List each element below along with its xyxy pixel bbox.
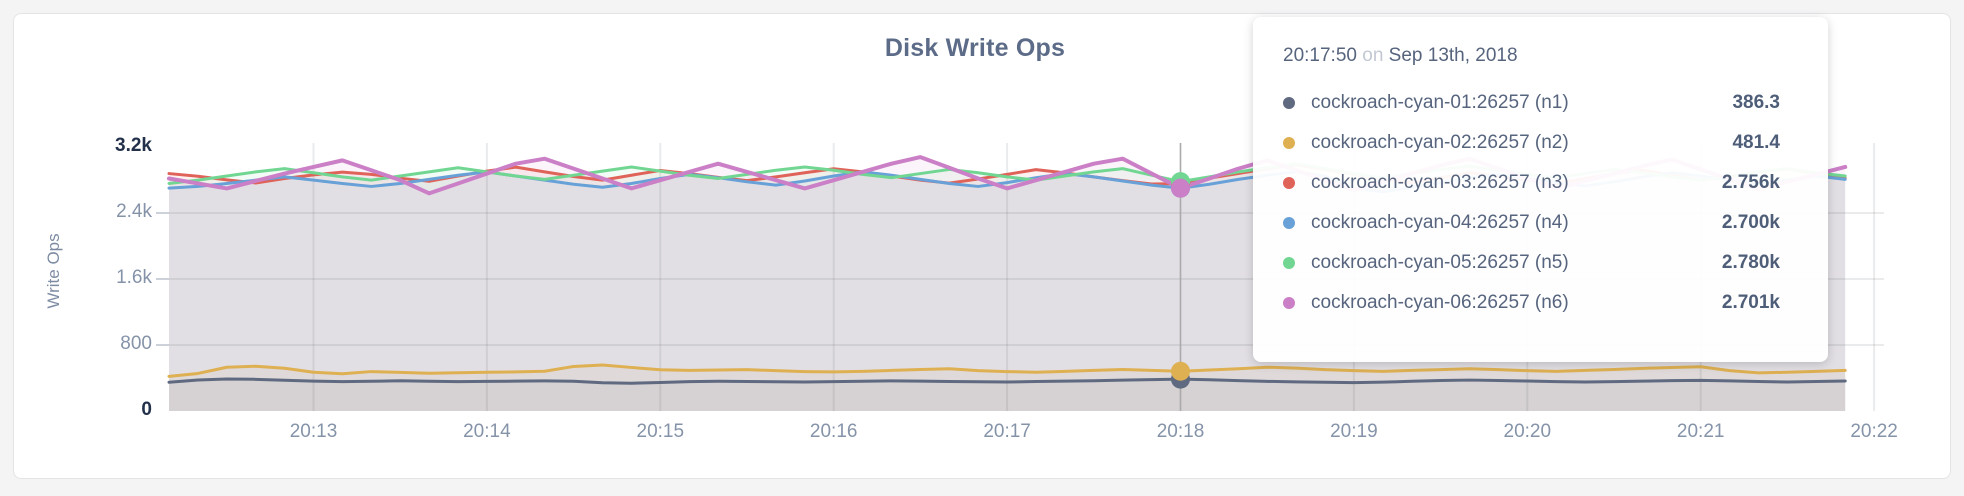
tooltip-series-name: cockroach-cyan-04:26257 (n4) <box>1311 212 1569 233</box>
tooltip-row: cockroach-cyan-03:26257 (n3) 2.756k <box>1283 163 1780 203</box>
tooltip-row: cockroach-cyan-06:26257 (n6) 2.701k <box>1283 283 1780 323</box>
x-tick-label: 20:15 <box>636 421 685 442</box>
x-tick-label: 20:14 <box>463 421 511 442</box>
x-tick-label: 20:22 <box>1850 421 1898 442</box>
x-tick-label: 20:20 <box>1503 421 1552 442</box>
series-color-dot-icon <box>1283 97 1295 109</box>
tooltip-series-value: 2.701k <box>1721 292 1780 313</box>
tooltip-series-name: cockroach-cyan-03:26257 (n3) <box>1311 172 1569 193</box>
tooltip-series-name: cockroach-cyan-06:26257 (n6) <box>1311 292 1569 313</box>
tooltip-series-name: cockroach-cyan-01:26257 (n1) <box>1311 92 1569 113</box>
x-tick-label: 20:13 <box>289 421 338 442</box>
tooltip-connector: on <box>1362 45 1384 66</box>
series-color-dot-icon <box>1283 297 1295 309</box>
series-color-dot-icon <box>1283 137 1295 149</box>
tooltip-series-value: 481.4 <box>1732 132 1780 153</box>
tooltip-series-name: cockroach-cyan-02:26257 (n2) <box>1311 132 1569 153</box>
hover-tooltip: 20:17:50 on Sep 13th, 2018 cockroach-cya… <box>1253 17 1828 362</box>
tooltip-series-value: 386.3 <box>1732 92 1780 113</box>
x-tick-label: 20:19 <box>1330 421 1378 442</box>
series-line-1 <box>167 377 1847 385</box>
tooltip-time: 20:17:50 <box>1283 45 1357 66</box>
tooltip-series-value: 2.780k <box>1721 252 1780 273</box>
series-area-1 <box>169 378 1846 411</box>
tooltip-series-value: 2.756k <box>1721 172 1780 193</box>
tooltip-row: cockroach-cyan-02:26257 (n2) 481.4 <box>1283 123 1780 163</box>
series-area-2 <box>169 364 1846 411</box>
chart-title: Disk Write Ops <box>884 34 1066 62</box>
y-tick-label: 3.2k <box>115 135 152 156</box>
tooltip-date: Sep 13th, 2018 <box>1388 45 1518 66</box>
tooltip-row: cockroach-cyan-05:26257 (n5) 2.780k <box>1283 243 1780 283</box>
tooltip-row: cockroach-cyan-01:26257 (n1) 386.3 <box>1283 83 1780 123</box>
tooltip-rows: cockroach-cyan-01:26257 (n1) 386.3 cockroa… <box>1283 83 1780 323</box>
y-tick-label: 800 <box>120 333 152 354</box>
series-color-dot-icon <box>1283 177 1295 189</box>
y-tick-label: 0 <box>141 399 152 420</box>
series-color-dot-icon <box>1283 257 1295 269</box>
tooltip-series-name: cockroach-cyan-05:26257 (n5) <box>1311 252 1569 273</box>
tooltip-header: 20:17:50 on Sep 13th, 2018 <box>1283 41 1780 71</box>
y-tick-label: 1.6k <box>116 267 152 288</box>
x-tick-label: 20:21 <box>1676 421 1725 442</box>
hover-dot-6 <box>1171 178 1190 198</box>
x-tick-label: 20:18 <box>1156 421 1205 442</box>
hover-dot-2 <box>1171 361 1190 381</box>
series-line-2 <box>167 363 1847 378</box>
y-tick-label: 2.4k <box>116 201 152 222</box>
x-tick-label: 20:16 <box>809 421 858 442</box>
tooltip-row: cockroach-cyan-04:26257 (n4) 2.700k <box>1283 203 1780 243</box>
series-color-dot-icon <box>1283 217 1295 229</box>
x-tick-label: 20:17 <box>983 421 1031 442</box>
tooltip-series-value: 2.700k <box>1721 212 1780 233</box>
